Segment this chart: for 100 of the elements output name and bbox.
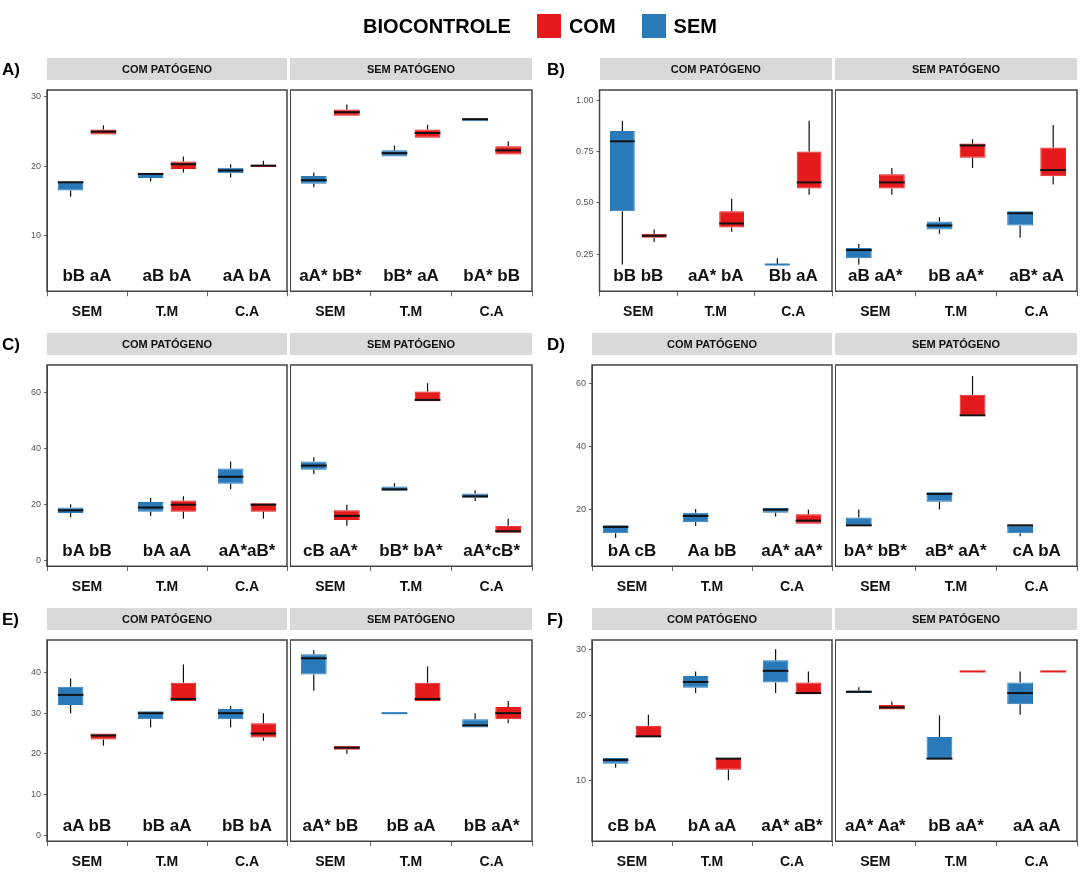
x-tick-label: SEM (315, 303, 346, 320)
y-tick-label: 20 (576, 504, 587, 515)
chart-subtitle: F) (547, 610, 564, 630)
annotation: aA bB (62, 815, 112, 835)
annotation: aB bA (142, 265, 192, 285)
chart-title: COM PATÓGENO (47, 58, 287, 80)
x-tick-label: C.A (234, 578, 260, 595)
x-tick-label: SEM (860, 578, 891, 595)
y-tick-label: 10 (576, 775, 587, 786)
x-tick-label: SEM (315, 853, 346, 870)
annotation: aA bA (222, 265, 272, 285)
chart-title: SEM PATÓGENO (290, 333, 532, 355)
y-tick-label: 0 (36, 555, 42, 566)
y-tick-label: 1.00 (575, 94, 594, 105)
x-tick-label: T.M (399, 853, 423, 870)
annotation: aA* aA* (761, 540, 824, 560)
chart-title: COM PATÓGENO (47, 333, 287, 355)
x-tick-label: SEM (71, 853, 103, 870)
x-tick-label: C.A (234, 303, 260, 320)
x-tick-label: SEM (71, 578, 103, 595)
chart-subtitle: E) (2, 610, 19, 630)
x-tick-label: C.A (1024, 578, 1049, 595)
annotation: aA* aB* (761, 815, 824, 835)
x-tick-label: T.M (944, 578, 968, 595)
y-tick-label: 20 (31, 499, 42, 510)
y-tick-label: 60 (576, 378, 587, 389)
y-tick-label: 10 (31, 230, 42, 241)
y-tick-label: 30 (576, 644, 587, 655)
annotation: aA* bA (687, 265, 744, 285)
chart-title: SEM PATÓGENO (835, 333, 1077, 355)
annotation: bA aA (142, 540, 192, 560)
annotation: bB aA* (928, 265, 985, 285)
annotation: aB* aA* (925, 540, 988, 560)
chart-title: SEM PATÓGENO (290, 608, 532, 630)
annotation: bB aA* (463, 815, 520, 835)
annotation: bB aA* (928, 815, 985, 835)
chart-title: COM PATÓGENO (592, 608, 832, 630)
x-tick-label: T.M (155, 578, 179, 595)
annotation: bB aA (62, 265, 112, 285)
chart-title: COM PATÓGENO (592, 333, 832, 355)
annotation: aA aA (1012, 815, 1061, 835)
x-tick-label: C.A (1024, 303, 1049, 320)
x-tick-label: SEM (623, 303, 654, 320)
x-tick-label: T.M (704, 303, 728, 320)
chart-subtitle: B) (547, 60, 565, 80)
annotation: bA* bB (463, 265, 520, 285)
x-tick-label: SEM (315, 578, 346, 595)
annotation: bA aA (687, 815, 737, 835)
x-tick-label: C.A (479, 578, 504, 595)
y-tick-label: 20 (31, 748, 42, 759)
y-tick-label: 20 (31, 160, 42, 171)
x-tick-label: T.M (155, 303, 179, 320)
x-tick-label: T.M (155, 853, 179, 870)
chart-title: COM PATÓGENO (599, 58, 832, 80)
annotation: aA*aB* (218, 540, 276, 560)
annotation: bA cB (607, 540, 657, 560)
annotation: bB bA (221, 815, 273, 835)
legend-label: COM (568, 14, 616, 38)
x-tick-label: T.M (399, 303, 423, 320)
annotation: aA* bB (302, 815, 359, 835)
y-tick-label: 0.25 (575, 248, 594, 259)
annotation: aA*cB* (463, 540, 521, 560)
x-tick-label: SEM (860, 303, 891, 320)
annotation: aA* bB* (299, 265, 362, 285)
chart-title: SEM PATÓGENO (835, 608, 1077, 630)
annotation: aA* Aa* (844, 815, 907, 835)
y-tick-label: 0.50 (575, 197, 594, 208)
annotation: Aa bB (687, 540, 737, 560)
x-tick-label: T.M (944, 853, 968, 870)
x-tick-label: T.M (700, 853, 724, 870)
x-tick-label: T.M (700, 578, 724, 595)
x-tick-label: T.M (944, 303, 968, 320)
y-tick-label: 10 (31, 788, 42, 799)
chart-title: SEM PATÓGENO (290, 58, 532, 80)
y-tick-label: 30 (31, 707, 42, 718)
x-tick-label: C.A (234, 853, 260, 870)
annotation: bB aA (386, 815, 436, 835)
x-tick-label: SEM (71, 303, 103, 320)
annotation: cB aA* (302, 540, 359, 560)
y-tick-label: 40 (31, 443, 42, 454)
y-tick-label: 40 (576, 441, 587, 452)
annotation: cA bA (1012, 540, 1061, 560)
x-tick-label: SEM (860, 853, 891, 870)
x-tick-label: C.A (479, 853, 504, 870)
legend-label: SEM (673, 14, 717, 38)
annotation: bA* bB* (843, 540, 908, 560)
annotation: Bb aA (768, 265, 818, 285)
y-tick-label: 30 (31, 91, 42, 102)
x-tick-label: C.A (779, 578, 805, 595)
annotation: bB* aA (383, 265, 439, 285)
y-tick-label: 20 (576, 709, 587, 720)
x-tick-label: T.M (399, 578, 423, 595)
y-tick-label: 0 (36, 829, 42, 840)
chart-subtitle: D) (547, 335, 565, 355)
y-tick-label: 0.75 (575, 146, 594, 157)
annotation: bB bB (613, 265, 664, 285)
x-tick-label: C.A (479, 303, 504, 320)
annotation: cB bA (607, 815, 657, 835)
annotation: aB* aA (1009, 265, 1065, 285)
chart-title: COM PATÓGENO (47, 608, 287, 630)
